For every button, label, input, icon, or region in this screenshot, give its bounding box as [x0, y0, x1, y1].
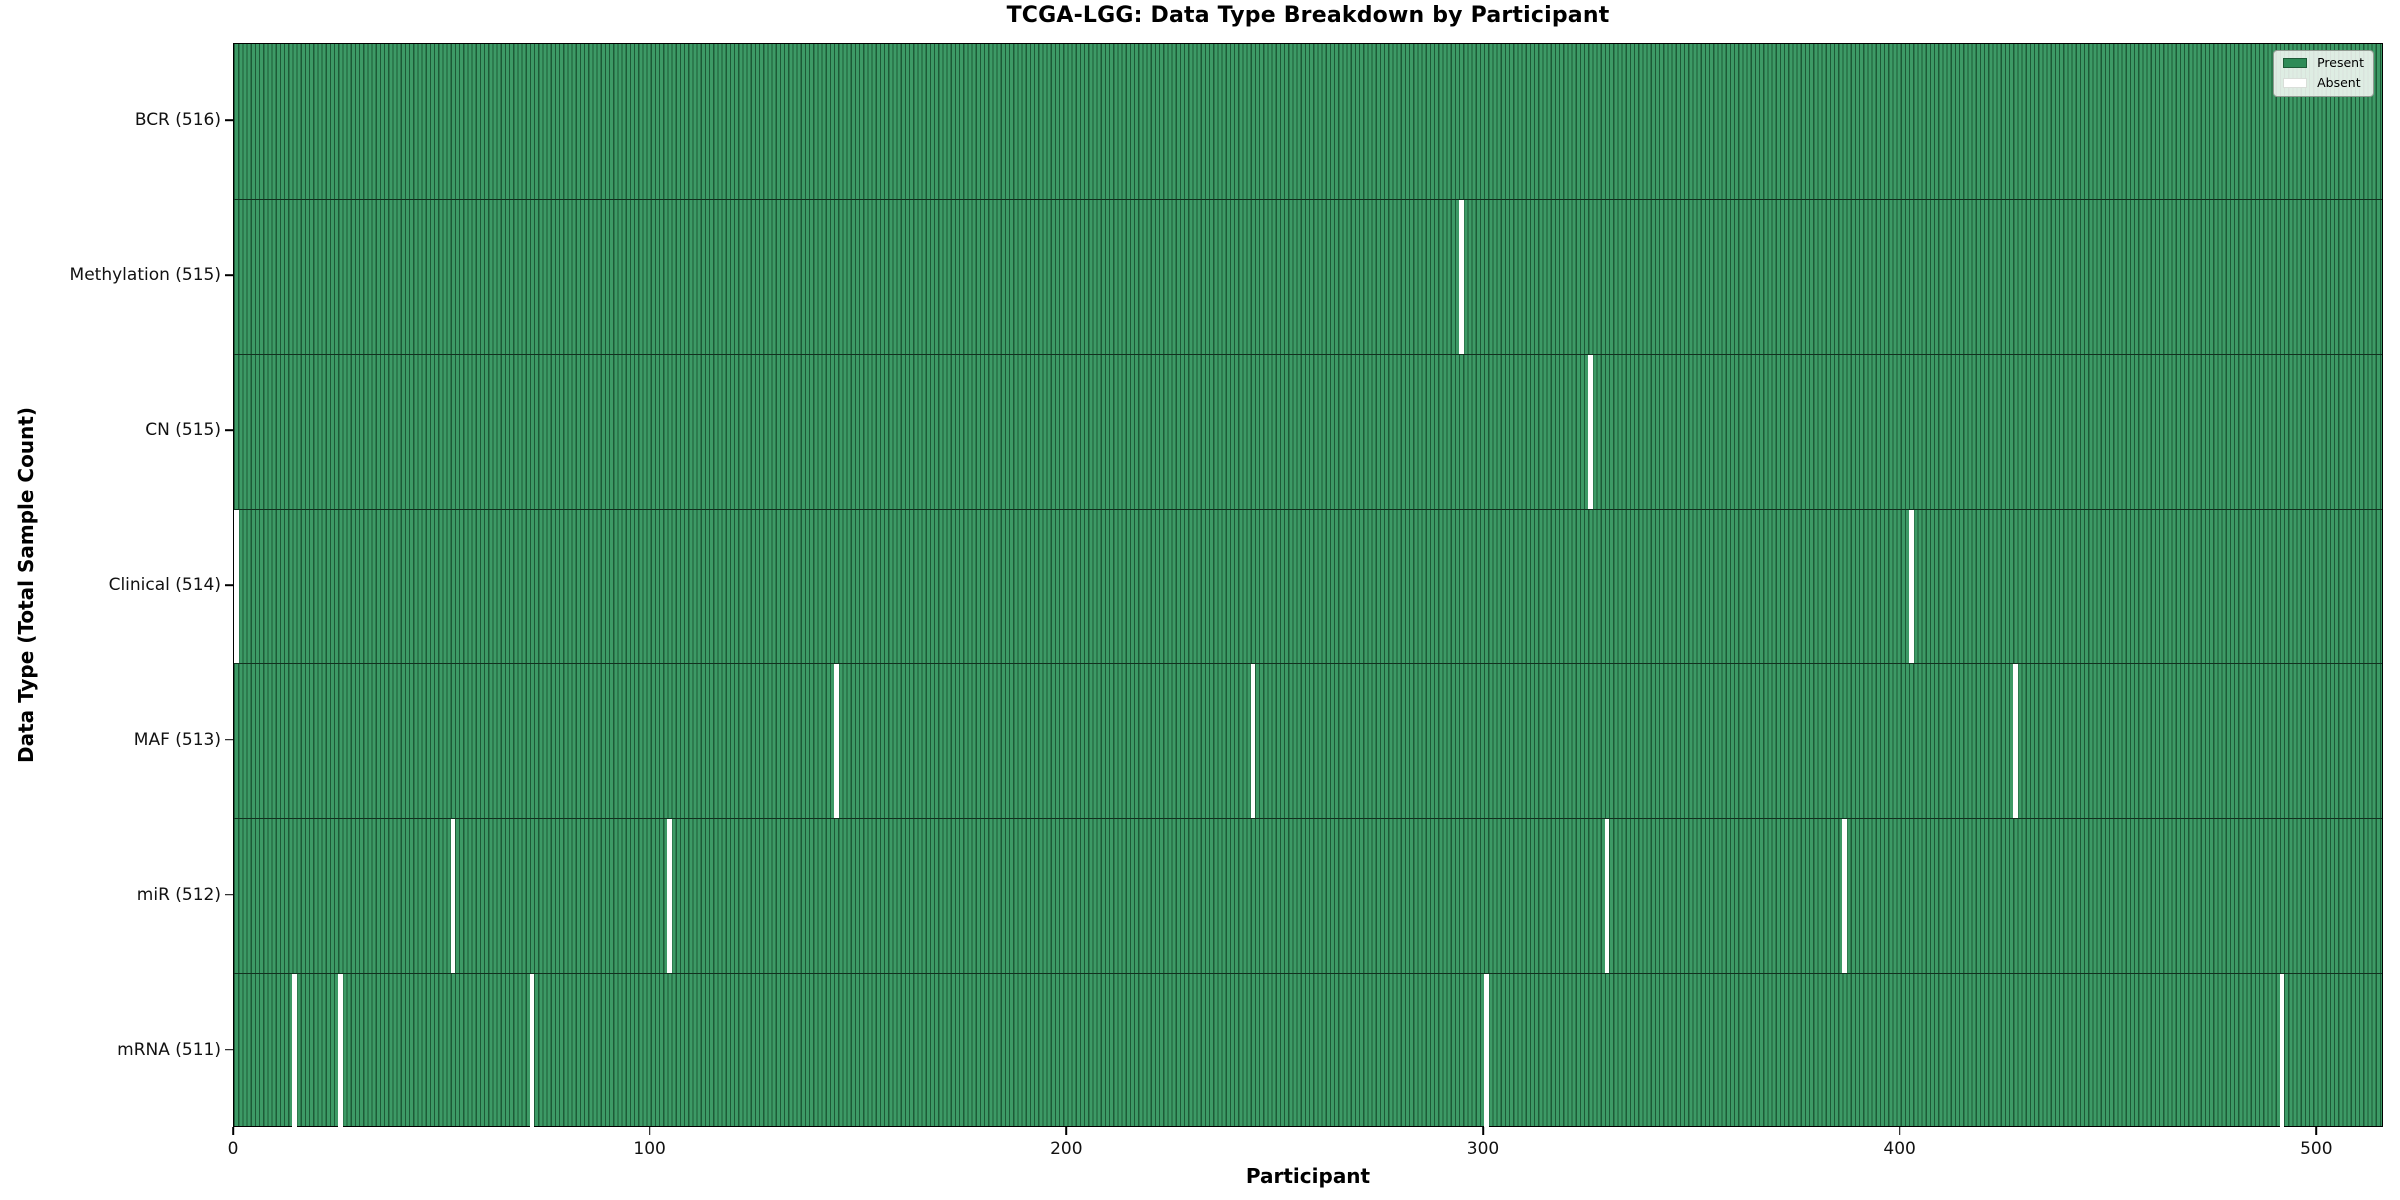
heatmap-row-mRNA [234, 973, 2382, 1128]
legend-item-present: Present [2283, 55, 2364, 70]
x-tick [648, 1127, 651, 1135]
absent-gap [450, 819, 456, 974]
y-tick [225, 893, 233, 896]
absent-gap [529, 974, 535, 1128]
legend: Present Absent [2273, 50, 2374, 97]
heatmap-row-CN [234, 353, 2382, 509]
plot-area: Present Absent [233, 43, 2383, 1128]
x-tick [2315, 1127, 2318, 1135]
x-tick [1482, 1127, 1484, 1135]
heatmap-row-miR [234, 818, 2382, 974]
absent-gap [1842, 819, 1847, 974]
heatmap-row-Methylation [234, 198, 2382, 354]
heatmap-row-MAF [234, 663, 2382, 819]
absent-gap [2013, 664, 2018, 819]
y-tick [225, 274, 233, 277]
absent-gap [292, 974, 297, 1128]
y-tick [225, 584, 233, 586]
y-tick [225, 429, 233, 431]
y-tick-label: mRNA (511) [117, 1039, 221, 1060]
legend-label: Absent [2317, 74, 2361, 90]
absent-gap [338, 974, 343, 1128]
x-axis-label: Participant [1245, 1164, 1371, 1188]
absent-gap [1604, 819, 1610, 974]
y-tick [225, 739, 233, 741]
y-tick-label: Clinical (514) [108, 575, 221, 595]
x-tick-label: 100 [633, 1139, 666, 1159]
x-tick-label: 200 [1050, 1139, 1083, 1159]
absent-gap [834, 664, 839, 819]
x-tick-label: 500 [2300, 1139, 2333, 1159]
absent-gap [2279, 974, 2285, 1128]
y-tick-label: CN (515) [145, 420, 221, 441]
y-tick-label: Methylation (515) [69, 265, 221, 286]
y-tick-label: MAF (513) [133, 729, 221, 750]
absent-gap [1588, 354, 1593, 509]
x-tick [1898, 1127, 1901, 1135]
x-tick-label: 0 [227, 1139, 239, 1159]
x-tick-label: 400 [1883, 1139, 1916, 1159]
heatmap-row-BCR [234, 44, 2382, 199]
legend-swatch-present [2283, 58, 2308, 69]
legend-item-absent: Absent [2283, 74, 2364, 90]
absent-gap [1909, 509, 1914, 664]
y-tick-label: BCR (516) [134, 110, 221, 131]
absent-gap [1459, 199, 1464, 354]
y-tick-label: miR (512) [136, 884, 221, 905]
absent-gap [234, 509, 239, 664]
heatmap-row-Clinical [234, 508, 2382, 664]
y-axis-label: Data Type (Total Sample Count) [14, 406, 38, 764]
absent-gap [667, 819, 672, 974]
legend-swatch-absent [2283, 77, 2308, 88]
y-tick [225, 1048, 233, 1051]
absent-gap [1484, 974, 1489, 1128]
y-tick [225, 119, 233, 122]
chart-title: TCGA-LGG: Data Type Breakdown by Partici… [1006, 3, 1610, 28]
x-tick-label: 300 [1466, 1139, 1500, 1159]
absent-gap [1250, 664, 1256, 819]
legend-label: Present [2317, 55, 2364, 70]
x-tick [1065, 1127, 1068, 1135]
x-tick [232, 1127, 234, 1135]
